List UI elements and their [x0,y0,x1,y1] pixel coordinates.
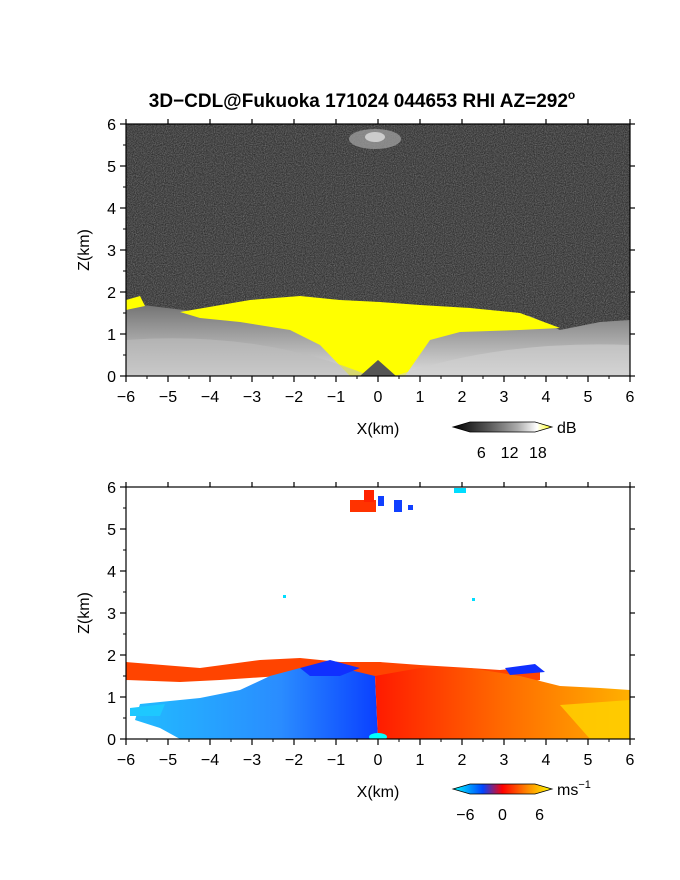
velocity-image [126,487,630,739]
x-tick-label: −6 [117,752,135,769]
x-tick-label: 6 [626,389,635,406]
colorbar-reflectivity: dB 6 12 18 [451,420,577,462]
y-tick-label: 2 [107,648,116,665]
y-tick-label: 3 [107,606,116,623]
y-tick-label: 0 [107,369,116,386]
x-tick-label: −3 [243,389,261,406]
x-tick-label: 1 [416,752,425,769]
x-tick-label: −4 [201,752,219,769]
x-tick-label: 1 [416,389,425,406]
y-tick-label: 1 [107,327,116,344]
x-tick-label: −6 [117,389,135,406]
y-axis-label-velocity: Z(km) [76,592,93,634]
colorbar-tick-label: −6 [456,807,474,824]
x-tick-label: 5 [584,752,593,769]
x-tick-label: −5 [159,752,177,769]
colorbar-unit-reflectivity: dB [557,420,577,437]
y-tick-label: 1 [107,690,116,707]
y-tick-label: 4 [107,201,116,218]
x-tick-label: −5 [159,389,177,406]
x-tick-label: −2 [285,752,303,769]
y-tick-label: 5 [107,522,116,539]
axes-velocity: −6 −5 −4 −3 −2 −1 0 1 2 3 4 5 6 0 1 2 3 4 5 6 [107,480,635,769]
y-tick-label: 2 [107,285,116,302]
y-tick-label: 0 [107,732,116,749]
x-tick-label: 3 [500,752,509,769]
x-tick-label: 0 [374,389,383,406]
x-tick-label: 5 [584,389,593,406]
colorbar-unit-velocity: ms−1 [557,779,591,799]
negative-velocity-region [135,666,378,739]
colorbar-tick-label: 12 [501,445,519,462]
x-tick-label: 2 [458,752,467,769]
x-tick-label: 0 [374,752,383,769]
x-tick-label: 4 [542,752,551,769]
axes-reflectivity: −6 −5 −4 −3 −2 −1 0 1 2 3 4 5 6 0 1 2 3 4 5 6 [107,117,635,406]
y-tick-label: 5 [107,159,116,176]
reflectivity-image [126,124,630,376]
y-tick-label: 3 [107,243,116,260]
x-tick-label: −4 [201,389,219,406]
colorbar-tick-label: 18 [529,445,547,462]
strong-echo-top-fringe [126,296,145,310]
positive-velocity-region [375,668,630,739]
colorbar-tick-label: 6 [535,807,544,824]
y-tick-label: 6 [107,117,116,134]
x-tick-label: −1 [327,389,345,406]
y-axis-label-reflectivity: Z(km) [76,229,93,271]
panel-doppler-velocity: −6 −5 −4 −3 −2 −1 0 1 2 3 4 5 6 0 1 2 3 4 5 6 Z(km) X(km) m… [76,480,635,824]
x-axis-label-reflectivity: X(km) [357,421,400,438]
upper-echo-red [350,500,376,512]
colorbar-tick-label: 0 [498,807,507,824]
colorbar-tick-label: 6 [477,445,486,462]
y-tick-label: 4 [107,564,116,581]
strong-echo-region [180,296,560,376]
x-tick-label: −1 [327,752,345,769]
y-tick-label: 6 [107,480,116,497]
colorbar-velocity: ms−1 −6 0 6 [451,779,591,824]
x-tick-label: 4 [542,389,551,406]
x-tick-label: 6 [626,752,635,769]
x-axis-label-velocity: X(km) [357,784,400,801]
figure-title: 3D−CDL@Fukuoka 171024 044653 RHI AZ=292o [149,88,576,112]
x-tick-label: 2 [458,389,467,406]
x-tick-label: −3 [243,752,261,769]
x-tick-label: 3 [500,389,509,406]
x-tick-label: −2 [285,389,303,406]
